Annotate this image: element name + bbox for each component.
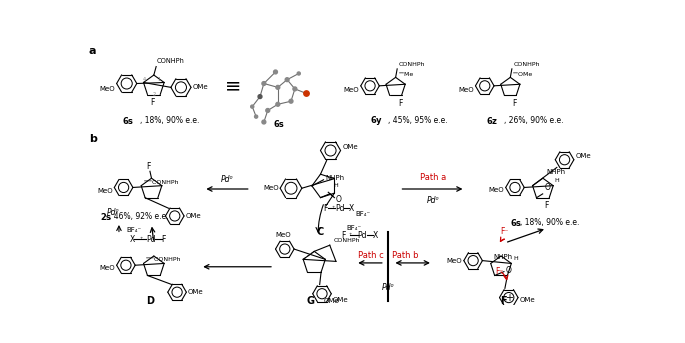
Text: MeO: MeO xyxy=(275,232,291,237)
Circle shape xyxy=(297,72,300,75)
Text: F: F xyxy=(512,99,517,108)
Text: Pd⁰: Pd⁰ xyxy=(427,196,439,205)
Text: Pd: Pd xyxy=(335,204,345,213)
Text: 1: 1 xyxy=(158,77,161,82)
Text: $\bf{6y}$: $\bf{6y}$ xyxy=(370,114,383,127)
Text: F⁻: F⁻ xyxy=(495,267,503,276)
Text: OMe: OMe xyxy=(323,298,339,305)
Text: C: C xyxy=(317,227,324,237)
Text: MeO: MeO xyxy=(99,265,115,271)
Text: OMe: OMe xyxy=(188,289,203,295)
Circle shape xyxy=(293,87,297,91)
Text: OMe: OMe xyxy=(575,153,591,159)
Text: D: D xyxy=(146,296,154,306)
Text: Path b: Path b xyxy=(392,251,418,260)
Text: NHPh: NHPh xyxy=(325,175,345,181)
Text: ⁺: ⁺ xyxy=(140,237,143,241)
Text: 4: 4 xyxy=(143,77,146,82)
Text: $\bf{2s}$: $\bf{2s}$ xyxy=(99,211,112,222)
Text: MeO: MeO xyxy=(447,258,462,264)
Circle shape xyxy=(276,85,279,89)
Text: , 46%, 92% e.e.: , 46%, 92% e.e. xyxy=(109,212,169,221)
Text: , 45%, 95% e.e.: , 45%, 95% e.e. xyxy=(388,116,447,125)
Text: F: F xyxy=(342,231,346,240)
Text: , 26%, 90% e.e.: , 26%, 90% e.e. xyxy=(504,116,564,125)
Text: Pd⁰: Pd⁰ xyxy=(221,175,234,184)
Text: G: G xyxy=(306,296,314,306)
Text: """CONHPh: """CONHPh xyxy=(143,180,179,185)
Text: OMe: OMe xyxy=(342,144,358,150)
Text: MeO: MeO xyxy=(97,188,113,194)
Text: O: O xyxy=(336,195,342,204)
Text: +: + xyxy=(505,293,513,303)
Text: MeO: MeO xyxy=(488,187,504,193)
Text: F: F xyxy=(324,204,328,213)
Text: OMe: OMe xyxy=(520,297,535,303)
Text: H: H xyxy=(513,256,518,261)
Text: OMe: OMe xyxy=(192,84,208,90)
Text: BF₄⁻: BF₄⁻ xyxy=(127,227,142,233)
Text: Pd⁰: Pd⁰ xyxy=(108,208,120,217)
Text: OMe: OMe xyxy=(186,213,201,219)
Text: X: X xyxy=(129,235,135,244)
Text: ≡: ≡ xyxy=(225,76,241,95)
Circle shape xyxy=(273,70,277,74)
Circle shape xyxy=(289,99,293,103)
Text: CONHPh: CONHPh xyxy=(514,62,540,67)
Circle shape xyxy=(258,95,262,98)
Circle shape xyxy=(262,120,266,124)
Circle shape xyxy=(303,91,309,96)
Text: $\bf{6s}$: $\bf{6s}$ xyxy=(122,115,134,126)
Text: Path a: Path a xyxy=(420,173,446,182)
Text: X: X xyxy=(373,231,378,240)
Circle shape xyxy=(285,78,289,82)
Text: O: O xyxy=(506,265,512,275)
Text: ⁺: ⁺ xyxy=(332,206,334,211)
Text: ⁺: ⁺ xyxy=(349,233,351,238)
Text: H: H xyxy=(334,182,338,188)
Circle shape xyxy=(255,115,258,118)
Text: 6s: 6s xyxy=(274,120,285,129)
Text: Path c: Path c xyxy=(358,251,384,260)
Text: CONHPh: CONHPh xyxy=(157,58,185,64)
Text: X: X xyxy=(349,204,354,213)
Text: F: F xyxy=(500,296,507,306)
Text: F: F xyxy=(150,98,154,107)
Circle shape xyxy=(276,102,279,106)
Text: OMe: OMe xyxy=(333,297,349,303)
Text: BF₄⁻: BF₄⁻ xyxy=(347,225,362,231)
Text: , 18%, 90% e.e.: , 18%, 90% e.e. xyxy=(520,217,579,227)
Text: Pd: Pd xyxy=(358,231,367,240)
Text: MeO: MeO xyxy=(263,185,279,191)
Text: Pd⁰: Pd⁰ xyxy=(382,283,394,292)
Text: NHPh: NHPh xyxy=(546,169,565,175)
Text: a: a xyxy=(89,46,96,56)
Text: CONHPh: CONHPh xyxy=(399,62,425,67)
Text: BF₄⁻: BF₄⁻ xyxy=(356,211,371,217)
Text: b: b xyxy=(89,133,97,144)
Text: MeO: MeO xyxy=(458,87,474,93)
Text: $\bf{6z}$: $\bf{6z}$ xyxy=(486,115,499,126)
Text: F: F xyxy=(146,162,151,170)
Text: H: H xyxy=(555,178,560,184)
Text: F⁻: F⁻ xyxy=(501,227,509,236)
Circle shape xyxy=(251,105,254,108)
Text: ""Me: ""Me xyxy=(398,72,413,77)
Text: MeO: MeO xyxy=(344,87,359,93)
Text: """CONHPh: """CONHPh xyxy=(145,257,181,262)
Circle shape xyxy=(266,108,270,113)
Text: 2: 2 xyxy=(152,92,155,97)
Text: O: O xyxy=(545,183,550,192)
Text: ""OMe: ""OMe xyxy=(512,72,533,77)
Text: Pd: Pd xyxy=(146,235,155,244)
Text: MeO: MeO xyxy=(99,86,115,92)
Text: F: F xyxy=(398,99,402,108)
Circle shape xyxy=(262,82,266,85)
Text: , 18%, 90% e.e.: , 18%, 90% e.e. xyxy=(140,116,199,125)
Text: F: F xyxy=(545,201,549,210)
Text: CONHPh: CONHPh xyxy=(334,238,360,243)
Text: NHPh: NHPh xyxy=(494,254,513,260)
Text: F: F xyxy=(162,235,166,244)
Text: $\bf{6s}$: $\bf{6s}$ xyxy=(510,217,523,228)
